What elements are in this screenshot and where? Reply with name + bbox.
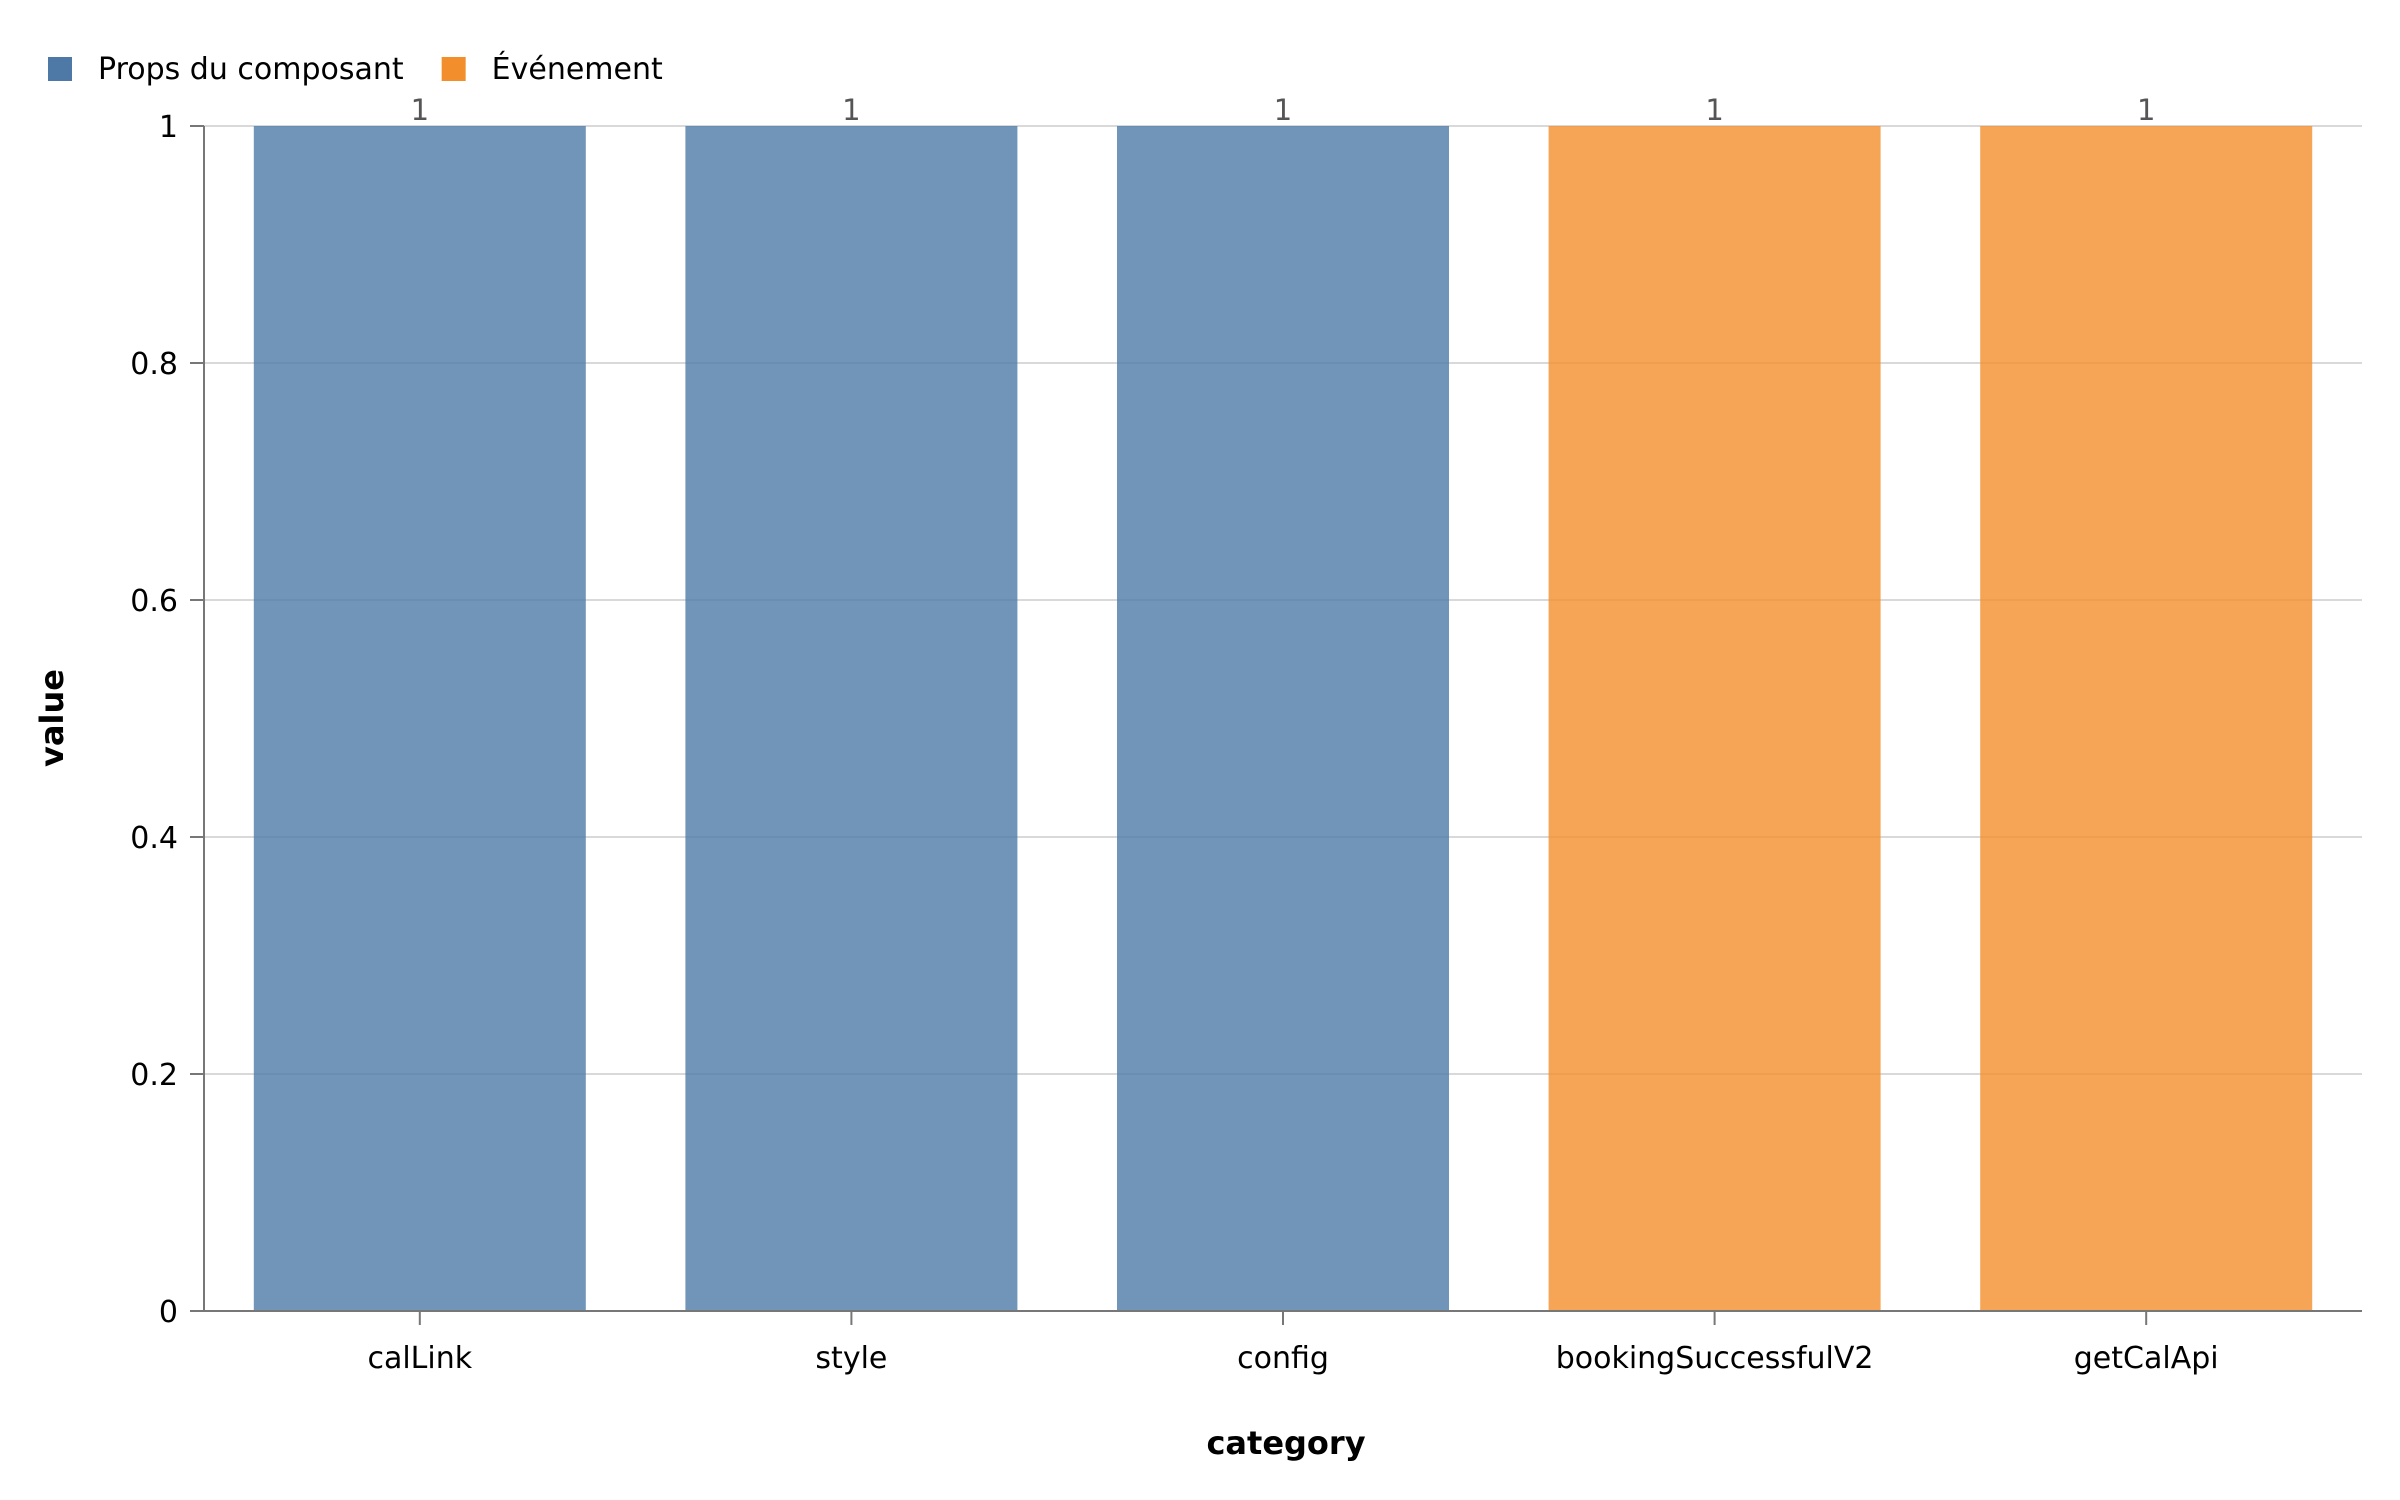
y-axis-ticks: 0 0.2 0.4 0.6 0.8 1 [130,110,204,1330]
bar-value-label-getCalApi: 1 [2137,93,2155,127]
bar-calLink [253,126,586,1311]
x-tick-label-config: config [1237,1341,1329,1376]
y-tick-label-0: 0 [159,1295,178,1330]
bar-bookingSuccessfulV2 [1548,126,1881,1311]
bar-value-label-bookingSuccessfulV2: 1 [1705,93,1723,127]
bars [253,126,2313,1311]
y-tick-label-2: 0.4 [130,821,178,856]
y-tick-label-5: 1 [159,110,178,145]
x-axis-ticks: calLink style config bookingSuccessfulV2 get… [367,1311,2219,1376]
x-tick-label-calLink: calLink [367,1341,472,1376]
bar-value-label-style: 1 [842,93,860,127]
legend-swatch-1 [441,57,466,81]
y-tick-label-1: 0.2 [130,1058,178,1093]
x-tick-label-getCalApi: getCalApi [2074,1341,2219,1376]
bar-style [685,126,1018,1311]
y-tick-label-4: 0.8 [130,347,178,382]
x-tick-label-bookingSuccessfulV2: bookingSuccessfulV2 [1556,1341,1874,1376]
bar-value-label-calLink: 1 [411,93,429,127]
bar-config [1117,126,1449,1311]
legend: Props du composant Événement [48,51,663,87]
legend-label-0: Props du composant [98,52,404,87]
y-axis-title: value [33,669,71,767]
legend-label-1: Événement [492,51,663,87]
x-tick-label-style: style [815,1341,887,1376]
bar-value-label-config: 1 [1274,93,1292,127]
y-tick-label-3: 0.6 [130,584,178,619]
bar-getCalApi [1980,126,2313,1311]
legend-swatch-0 [48,57,72,81]
bar-value-labels: 1 1 1 1 1 [411,93,2156,127]
x-axis-title: category [1206,1424,1365,1462]
